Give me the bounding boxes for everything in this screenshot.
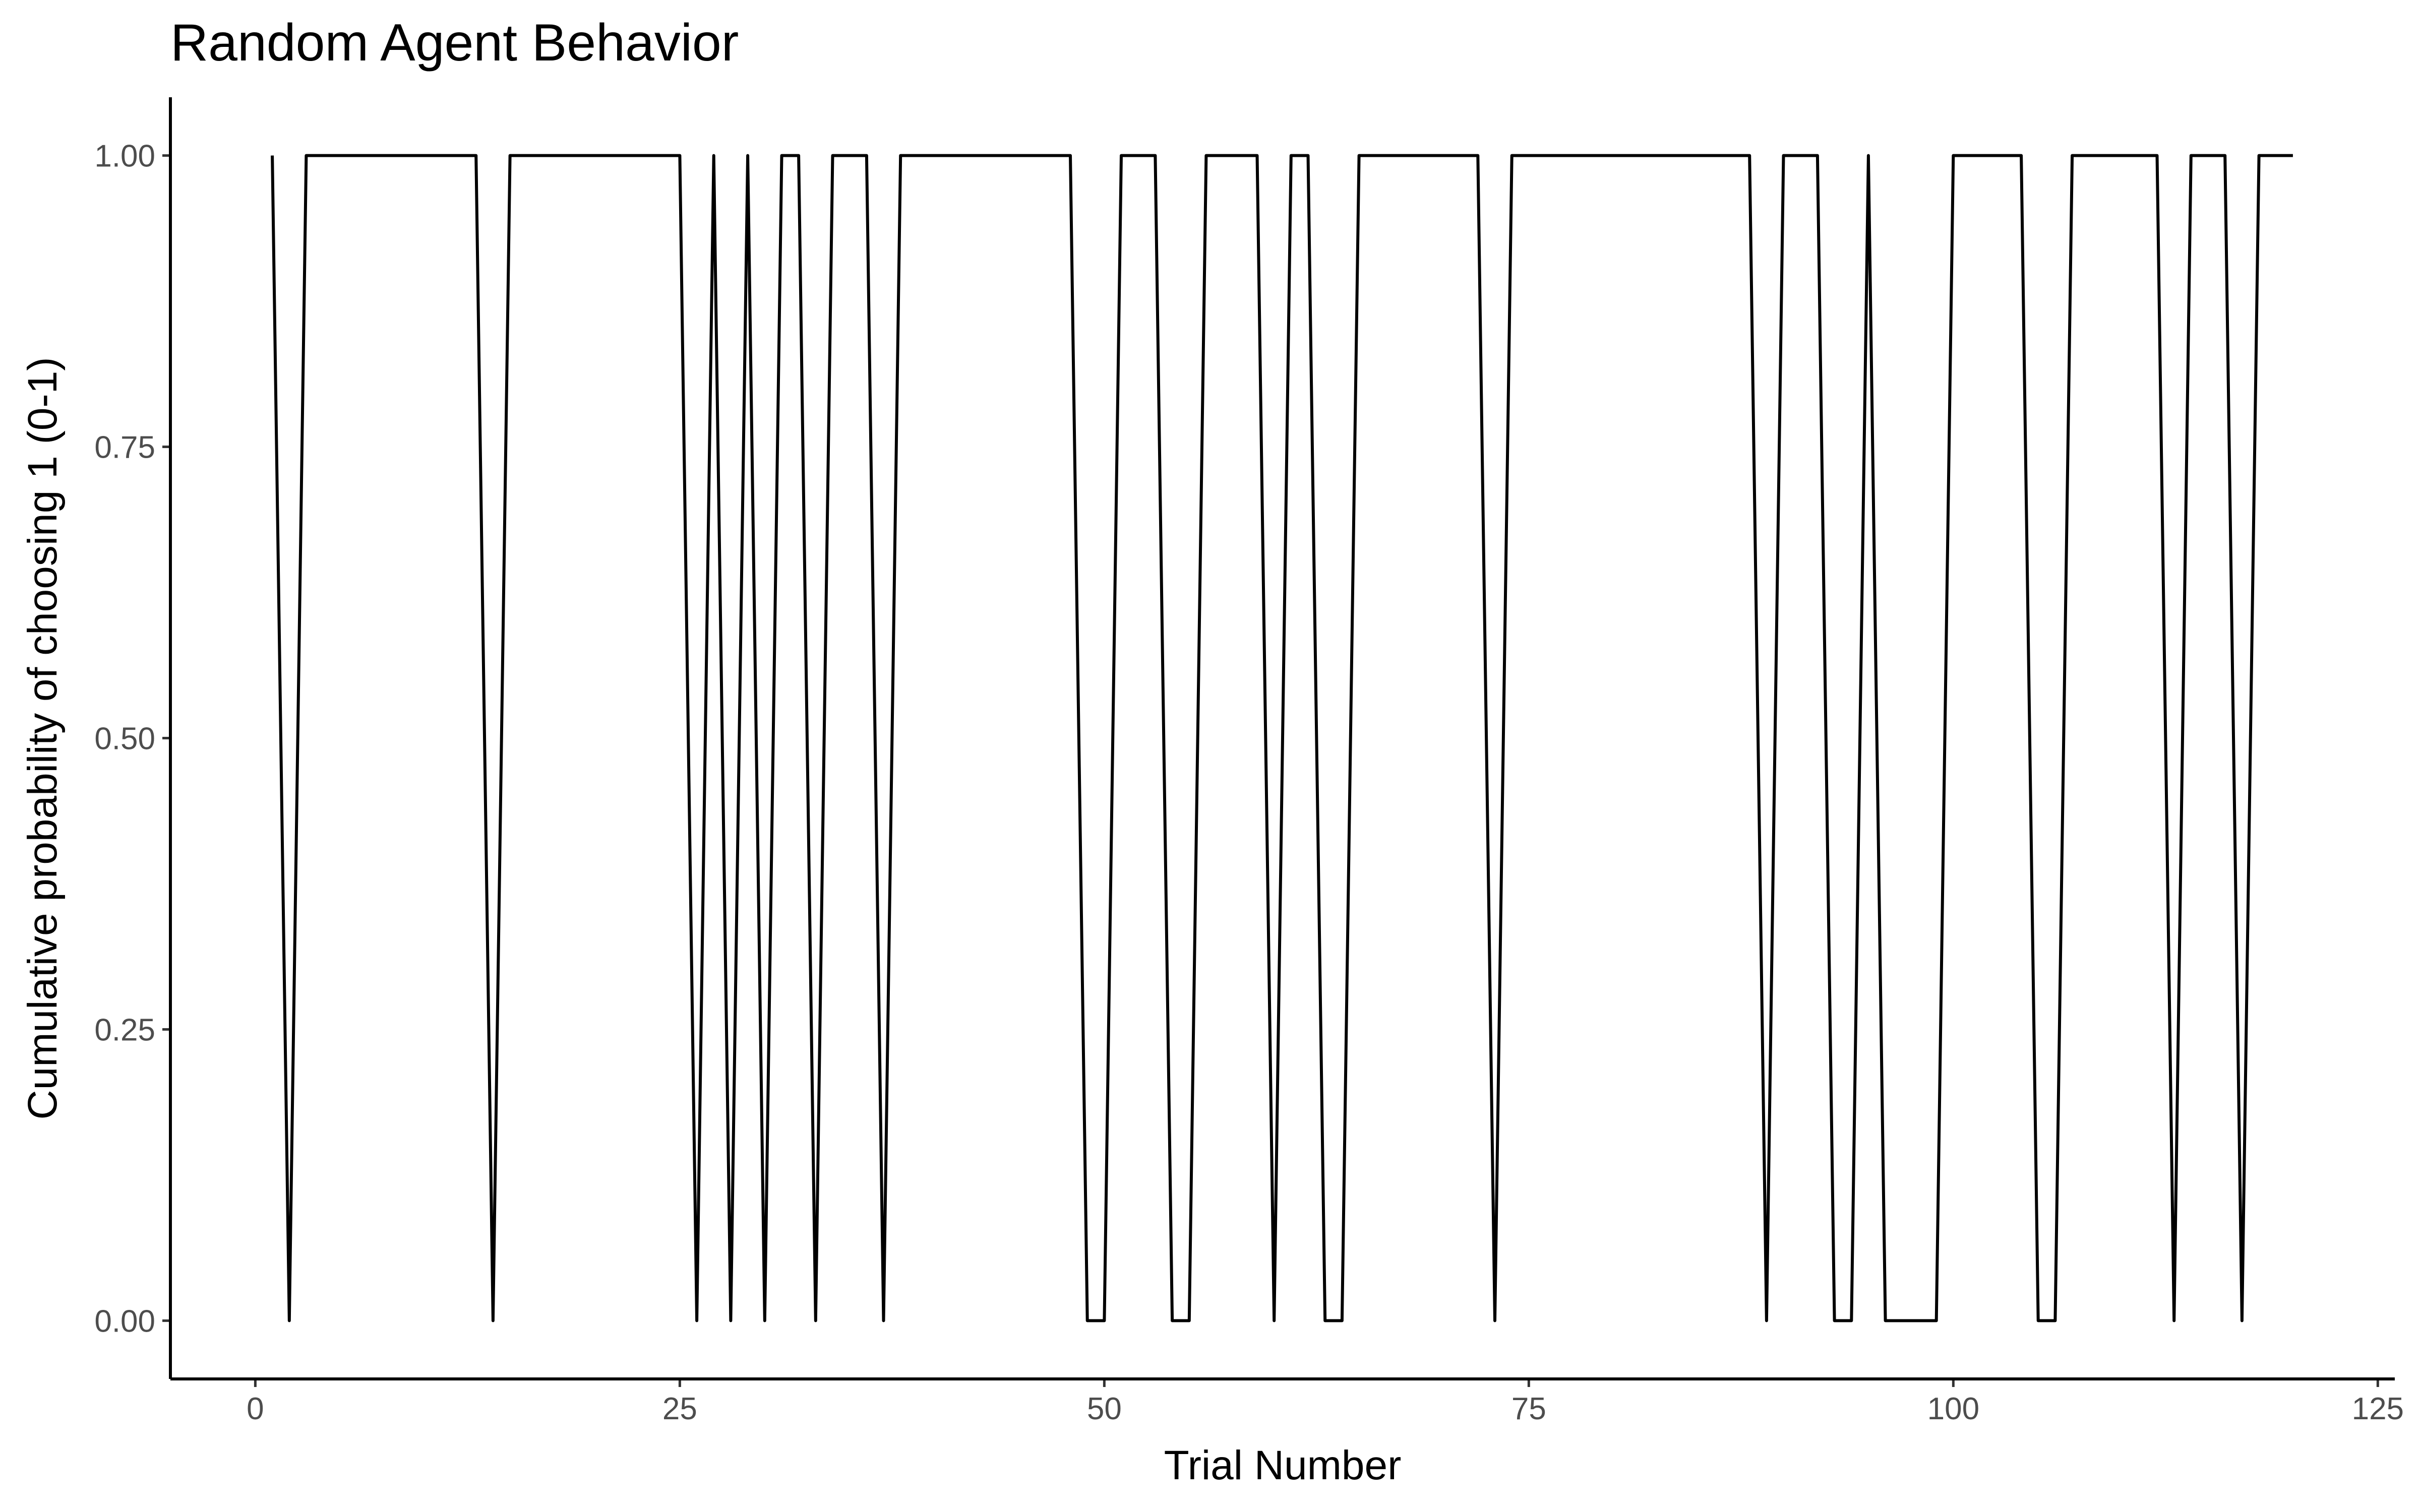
x-tick-label: 100 xyxy=(1927,1392,1979,1426)
x-axis-title: Trial Number xyxy=(1164,1442,1402,1488)
x-tick-label: 0 xyxy=(247,1392,264,1426)
y-tick-label: 0.50 xyxy=(94,722,155,757)
x-axis-ticks: 0 25 50 75 100 125 xyxy=(247,1379,2404,1426)
x-tick-label: 25 xyxy=(662,1392,697,1426)
series-line xyxy=(271,154,2293,1322)
x-tick-label: 75 xyxy=(1511,1392,1546,1426)
y-axis-title: Cumulative probability of choosing 1 (0-… xyxy=(20,357,66,1119)
plot-area xyxy=(271,154,2293,1322)
y-tick-label: 0.75 xyxy=(94,430,155,465)
chart-title: Random Agent Behavior xyxy=(170,14,739,72)
y-tick-label: 0.00 xyxy=(94,1304,155,1339)
y-tick-label: 0.25 xyxy=(94,1013,155,1047)
y-tick-label: 1.00 xyxy=(94,139,155,174)
x-tick-label: 50 xyxy=(1087,1392,1122,1426)
y-axis-ticks: 0.00 0.25 0.50 0.75 1.00 xyxy=(94,139,170,1339)
x-tick-label: 125 xyxy=(2352,1392,2404,1426)
